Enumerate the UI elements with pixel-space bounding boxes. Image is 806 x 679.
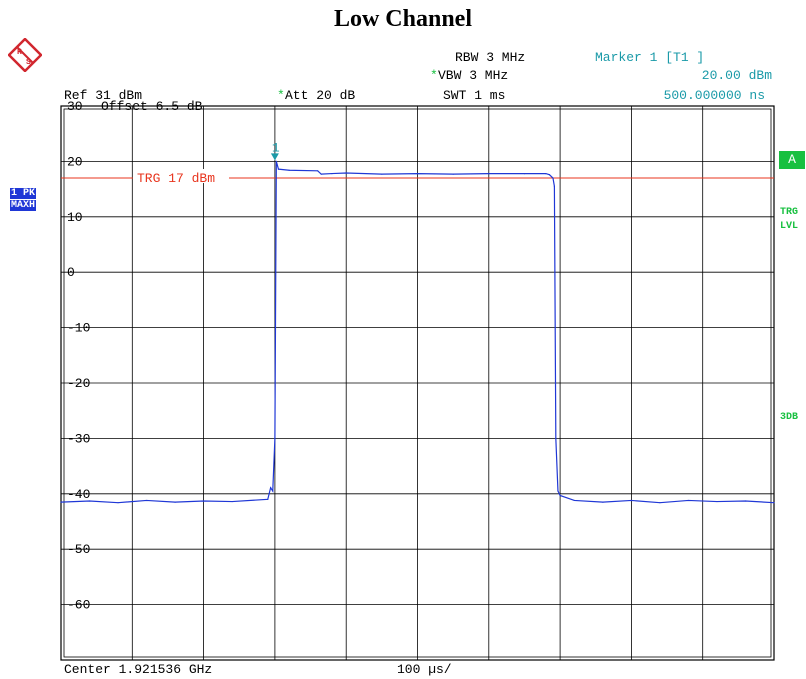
trace-point xyxy=(559,494,561,497)
trace-point xyxy=(331,172,333,175)
marker-title: Marker 1 [T1 ] xyxy=(595,50,705,65)
time-per-division-label: 100 µs/ xyxy=(397,662,452,677)
trace-point xyxy=(231,500,233,503)
trace-point xyxy=(523,172,526,175)
3db-indicator: 3DB xyxy=(780,412,799,423)
y-tick-label: -20 xyxy=(67,376,90,391)
trace-mode-label: MAXH xyxy=(10,200,37,211)
trace-point xyxy=(716,500,718,503)
trigger-level-label: TRG 17 dBm xyxy=(137,171,215,186)
y-tick-label: 10 xyxy=(67,210,83,225)
trace-point xyxy=(203,500,205,502)
trace-point xyxy=(773,502,775,504)
trace-point xyxy=(687,499,690,502)
trace-point xyxy=(88,500,91,502)
trace-point xyxy=(545,172,547,175)
trace-detector-label: 1 PK xyxy=(10,188,37,199)
rs-logo-icon: R S xyxy=(7,37,43,77)
trace-point xyxy=(555,437,557,439)
vbw-label: VBW 3 MHz xyxy=(438,68,509,83)
y-tick-label: -40 xyxy=(67,487,90,502)
trigger-indicator: TRG xyxy=(780,207,799,218)
trace-point xyxy=(416,172,419,175)
trace-point xyxy=(320,173,322,175)
level-indicator: LVL xyxy=(780,221,799,232)
y-tick-label: -10 xyxy=(67,321,90,336)
trace-point xyxy=(174,501,176,503)
plot-grid xyxy=(60,105,775,661)
trace-point xyxy=(275,160,277,162)
att-star: * xyxy=(277,88,285,103)
trace-point xyxy=(117,502,119,504)
svg-text:R: R xyxy=(17,48,22,57)
trace-point xyxy=(744,500,747,502)
y-axis-tick-labels: 30 20 10 0 -10 -20 -30 -40 -50 -60 xyxy=(67,99,90,613)
y-tick-label: -60 xyxy=(67,598,90,613)
trace-point xyxy=(488,172,490,175)
trace-point xyxy=(272,490,274,492)
y-tick-label: 30 xyxy=(67,99,83,114)
trace-point xyxy=(274,437,276,439)
trace-point xyxy=(602,501,604,503)
svg-text:S: S xyxy=(26,58,31,67)
trace-point xyxy=(288,169,290,171)
y-tick-label: 20 xyxy=(67,154,83,169)
y-tick-label: 0 xyxy=(67,265,75,280)
trace-point xyxy=(557,490,559,492)
trace-line xyxy=(60,161,775,504)
trace-a-indicator: A xyxy=(779,151,805,169)
center-frequency-label: Center 1.921536 GHz xyxy=(64,662,213,677)
trace-point xyxy=(552,177,554,179)
trace-point xyxy=(548,174,551,176)
chart-title: Low Channel xyxy=(333,6,473,32)
trace-layer: 1 xyxy=(60,140,775,504)
swt-label: SWT 1 ms xyxy=(443,88,506,103)
trace-point xyxy=(452,173,454,175)
trace-point xyxy=(630,499,633,502)
trace-point xyxy=(659,502,661,504)
marker-label: 1 xyxy=(272,140,280,155)
marker-level: 20.00 dBm xyxy=(701,68,772,83)
trace-point xyxy=(381,173,383,175)
trace-point xyxy=(345,172,347,174)
trace-point xyxy=(573,499,575,502)
trace-point xyxy=(553,185,555,187)
trace-point xyxy=(317,170,319,172)
marker-triangle-icon xyxy=(270,153,279,161)
y-tick-label: -50 xyxy=(67,542,90,557)
y-tick-label: -30 xyxy=(67,431,90,446)
vbw-star: * xyxy=(430,68,438,83)
marker-time: 500.000000 ns xyxy=(663,88,765,103)
trace-point xyxy=(277,168,280,170)
trace-point xyxy=(267,498,269,500)
trace-point xyxy=(60,501,62,503)
trigger-label-background xyxy=(133,169,229,184)
trace-point xyxy=(145,499,148,502)
offset-label: Offset 6.5 dB xyxy=(101,99,203,114)
ref-level-label: Ref 31 dBm xyxy=(64,88,143,103)
trace-point xyxy=(270,487,272,489)
attenuation-label: Att 20 dB xyxy=(285,88,356,103)
rbw-label: RBW 3 MHz xyxy=(455,50,526,65)
